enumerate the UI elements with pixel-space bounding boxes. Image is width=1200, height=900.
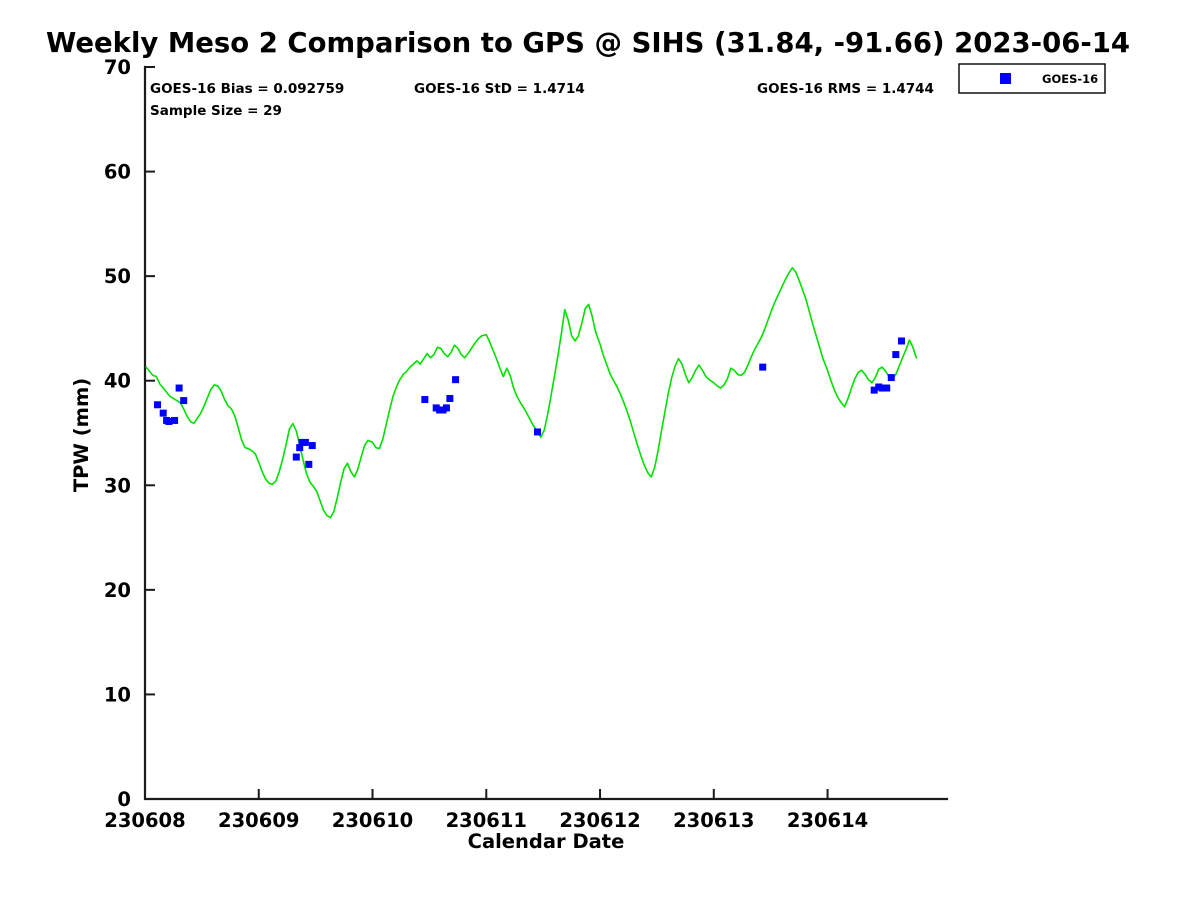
y-tick-label: 10 <box>104 683 131 706</box>
data-point-marker <box>165 418 173 425</box>
x-tick-label: 230609 <box>218 809 299 832</box>
y-tick-label: 50 <box>104 265 131 288</box>
x-tick-labels: 230608 230609 230610 230611 230612 230613 2306… <box>104 809 868 832</box>
y-tick-labels: 0 10 20 30 40 50 60 70 <box>104 56 131 811</box>
x-tick-marks <box>144 789 829 799</box>
legend-marker-goes16 <box>1000 73 1011 84</box>
y-tick-label: 70 <box>104 56 131 79</box>
y-tick-label: 30 <box>104 474 131 497</box>
data-point-marker <box>442 404 450 412</box>
y-axis-label: TPW (mm) <box>70 378 93 492</box>
y-tick-label: 0 <box>117 788 131 811</box>
data-point-marker <box>892 351 900 359</box>
legend-box <box>958 63 1106 94</box>
data-point-marker <box>292 453 300 461</box>
gps-line-series <box>145 266 918 519</box>
y-tick-marks <box>145 66 155 800</box>
annotation-sample-size: Sample Size = 29 <box>150 103 282 119</box>
data-point-marker <box>159 409 167 417</box>
x-tick-label: 230613 <box>673 809 754 832</box>
x-axis-label: Calendar Date <box>468 830 625 853</box>
data-point-marker <box>421 396 429 404</box>
x-tick-label: 230614 <box>787 809 868 832</box>
data-point-marker <box>296 444 304 452</box>
data-point-marker <box>883 384 891 392</box>
legend[interactable]: GOES-16 <box>958 63 1106 94</box>
axes-group <box>143 65 949 801</box>
x-tick-label: 230608 <box>104 809 185 832</box>
y-tick-label: 40 <box>104 370 131 393</box>
goes16-scatter-series <box>154 337 905 468</box>
x-tick-label: 230610 <box>332 809 413 832</box>
data-point-marker <box>308 442 316 450</box>
data-point-marker <box>452 376 460 384</box>
data-point-marker <box>180 397 188 405</box>
annotation-bias: GOES-16 Bias = 0.092759 <box>150 81 344 97</box>
data-point-marker <box>887 374 895 382</box>
data-point-marker <box>446 394 454 402</box>
data-point-marker <box>171 416 179 424</box>
data-point-marker <box>175 384 183 392</box>
axis-lines <box>143 65 949 801</box>
data-point-marker <box>533 428 541 436</box>
data-point-marker <box>301 438 309 446</box>
y-tick-label: 20 <box>104 579 131 602</box>
annotation-rms: GOES-16 RMS = 1.4744 <box>757 81 934 97</box>
legend-label-goes16: GOES-16 <box>1042 72 1098 86</box>
data-point-marker <box>154 401 162 409</box>
data-point-marker <box>759 363 767 371</box>
data-point-marker <box>870 386 878 394</box>
annotation-std: GOES-16 StD = 1.4714 <box>414 81 585 97</box>
chart-title: Weekly Meso 2 Comparison to GPS @ SIHS (… <box>46 27 1130 59</box>
data-point-marker <box>305 460 313 468</box>
data-point-marker <box>898 337 905 345</box>
y-tick-label: 60 <box>104 161 131 184</box>
x-tick-label: 230612 <box>559 809 640 832</box>
x-tick-label: 230611 <box>446 809 527 832</box>
data-point-marker <box>878 384 886 392</box>
